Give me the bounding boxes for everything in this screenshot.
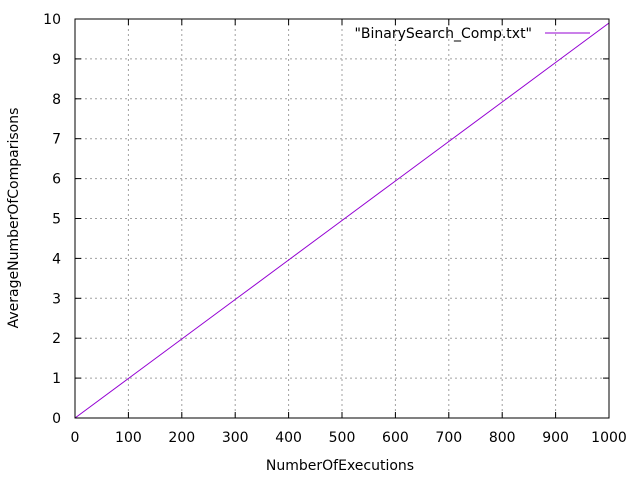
x-tick-label: 0: [71, 430, 80, 446]
x-tick-label: 100: [115, 430, 142, 446]
y-axis-label: AverageNumberOfComparisons: [6, 108, 22, 329]
y-tick-label: 5: [52, 212, 61, 228]
axis-ticks: [74, 18, 610, 419]
y-tick-label: 1: [52, 371, 61, 387]
tick-labels: 0 100 200 300 400 500 600 700 800 900 1000 0 1 2 3 4 5 6 7…: [43, 12, 627, 446]
y-tick-label: 4: [52, 251, 61, 267]
y-tick-label: 9: [52, 52, 61, 68]
plot-frame: [74, 18, 610, 419]
legend-label: "BinarySearch_Comp.txt": [354, 26, 532, 42]
x-tick-label: 300: [222, 430, 249, 446]
x-tick-label: 500: [329, 430, 356, 446]
y-tick-label: 0: [52, 411, 61, 427]
y-tick-label: 7: [52, 132, 61, 148]
series-line: [74, 22, 610, 419]
x-tick-label: 200: [168, 430, 195, 446]
y-tick-label: 6: [52, 172, 61, 188]
series-group: [74, 22, 610, 419]
legend: "BinarySearch_Comp.txt": [354, 26, 590, 42]
x-tick-label: 800: [489, 430, 516, 446]
x-tick-label: 700: [435, 430, 462, 446]
y-tick-label: 2: [52, 331, 61, 347]
x-tick-label: 900: [542, 430, 569, 446]
x-axis-label: NumberOfExecutions: [266, 458, 414, 474]
x-tick-label: 400: [275, 430, 302, 446]
grid-lines: [75, 19, 609, 418]
y-tick-label: 10: [43, 12, 61, 28]
x-tick-label: 600: [382, 430, 409, 446]
y-tick-label: 8: [52, 92, 61, 108]
y-tick-label: 3: [52, 291, 61, 307]
x-tick-label: 1000: [591, 430, 627, 446]
